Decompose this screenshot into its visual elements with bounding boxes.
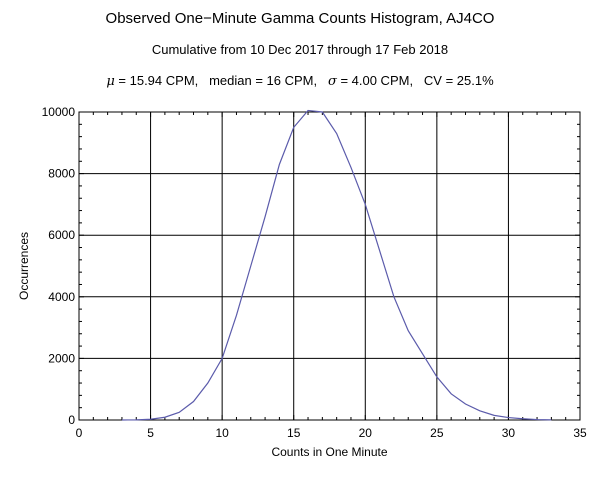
y-tick-label: 4000 [48,290,75,304]
x-tick-label: 10 [215,426,229,440]
y-tick-labels: 0 2000 4000 6000 8000 10000 [42,105,76,427]
x-tick-label: 20 [359,426,373,440]
chart-title: Observed One−Minute Gamma Counts Histogr… [105,10,495,27]
x-tick-label: 30 [502,426,516,440]
y-tick-label: 10000 [42,105,76,119]
chart-subtitle: Cumulative from 10 Dec 2017 through 17 F… [151,42,449,57]
chart-stats: μ = 15.94 CPM, median = 16 CPM, σ = 4.00… [0,73,600,89]
x-tick-label: 0 [76,426,83,440]
y-tick-label: 8000 [48,167,75,181]
sigma-cv-text: = 4.00 CPM, CV = 25.1% [336,73,494,88]
mu-symbol: μ [106,74,115,89]
x-tick-label: 25 [430,426,444,440]
x-tick-label: 5 [147,426,154,440]
x-axis-label: Counts in One Minute [271,445,387,459]
plot-frame [78,111,581,421]
y-tick-label: 2000 [48,351,75,365]
x-tick-labels: 0 5 10 15 20 25 30 35 [76,426,587,440]
y-tick-label: 6000 [48,228,75,242]
x-tick-label: 35 [573,426,587,440]
y-tick-label: 0 [68,413,75,427]
x-tick-label: 15 [287,426,301,440]
minor-ticks [78,111,581,421]
y-axis-label: Occurrences [17,232,31,300]
series-line-occurrences [121,109,552,421]
mu-median-text: = 15.94 CPM, median = 16 CPM, [114,73,328,88]
grid [79,112,580,420]
sigma-symbol: σ [327,74,337,89]
